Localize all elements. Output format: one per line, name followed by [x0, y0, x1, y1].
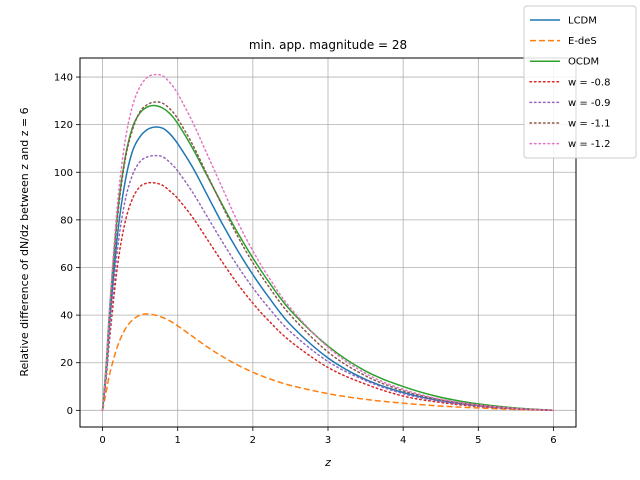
y-tick-label: 140 [54, 73, 73, 84]
x-tick-label: 0 [99, 435, 105, 446]
series-line-w-1-2 [101, 73, 555, 412]
series-line-w-0-9 [101, 154, 555, 412]
legend-label: LCDM [568, 16, 597, 27]
legend: LCDM E-deS OCDM w = -0.8 w = -0.9 w = -1.1 w =… [523, 5, 637, 159]
x-tick-label: 6 [550, 435, 556, 446]
legend-label: w = -1.2 [568, 139, 610, 150]
y-tick-label: 100 [54, 168, 73, 179]
series-line-lcdm [101, 126, 554, 412]
x-axis-label: z [324, 456, 331, 469]
series-line-e-des [101, 313, 554, 412]
legend-box [523, 5, 637, 159]
y-axis-ticks: 0 20 40 60 80 100 120 140 [54, 73, 80, 417]
legend-label: E-deS [568, 36, 597, 47]
x-tick-label: 5 [475, 435, 481, 446]
y-tick-label: 60 [60, 263, 73, 274]
legend-label: w = -0.8 [568, 77, 610, 88]
series-lines [101, 73, 555, 412]
series-line-w-0-8 [101, 181, 555, 412]
x-tick-label: 2 [250, 435, 256, 446]
legend-label: OCDM [568, 57, 599, 68]
grid-lines [80, 58, 576, 427]
y-tick-label: 80 [60, 215, 73, 226]
x-tick-label: 3 [325, 435, 331, 446]
chart-title: min. app. magnitude = 28 [249, 38, 407, 52]
legend-label: w = -0.9 [568, 98, 610, 109]
y-axis-label: Relative difference of dN/dz between z a… [18, 107, 31, 376]
x-axis-ticks: 0 1 2 3 4 5 6 [99, 427, 557, 446]
y-tick-label: 120 [54, 120, 73, 131]
legend-items: LCDM E-deS OCDM w = -0.8 w = -0.9 w = -1.1 w =… [529, 16, 610, 150]
y-tick-label: 0 [67, 406, 73, 417]
y-tick-label: 40 [60, 311, 73, 322]
series-line-w-1-1 [101, 101, 555, 412]
x-tick-label: 1 [175, 435, 181, 446]
y-tick-label: 20 [60, 358, 73, 369]
legend-label: w = -1.1 [568, 119, 610, 130]
x-tick-label: 4 [400, 435, 406, 446]
